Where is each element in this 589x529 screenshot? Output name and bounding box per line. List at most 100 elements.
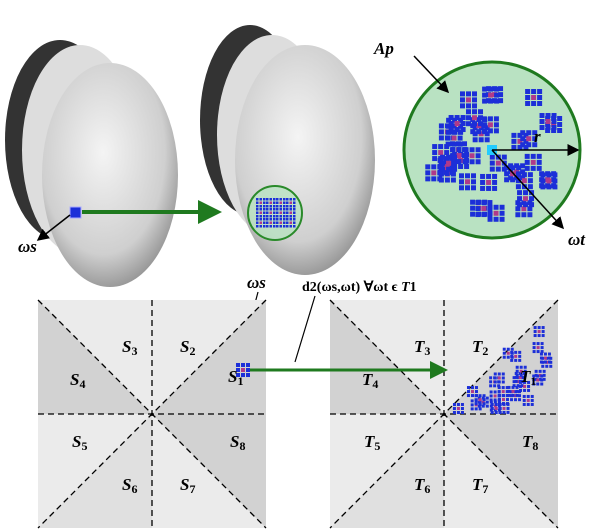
patch-cell [289, 211, 292, 214]
patch-cell [269, 208, 272, 211]
patch-cell [456, 147, 462, 153]
patch-cell [241, 363, 245, 367]
patch-cell [540, 342, 544, 346]
patch-cell [480, 179, 486, 185]
patch-cell [536, 346, 540, 350]
patch-cell [488, 92, 494, 98]
patch-cell [532, 142, 538, 148]
patch-cell [493, 390, 497, 394]
patch-cell [431, 164, 437, 170]
patch-cell [486, 185, 492, 191]
patch-cell [517, 132, 523, 138]
patch-cell [286, 211, 289, 214]
patch-cell [450, 171, 456, 177]
patch-cell [465, 179, 471, 185]
patch-cell [463, 153, 469, 159]
patch-cell [557, 121, 563, 127]
patch-cell [531, 101, 537, 107]
patch-cell [481, 122, 487, 128]
sector-letter: S [228, 367, 237, 386]
patch-cell [463, 147, 469, 153]
patch-cell [489, 390, 493, 394]
patch-cell [472, 109, 478, 115]
patch-cell [283, 201, 286, 204]
patch-cell [440, 154, 446, 160]
patch-cell [478, 115, 484, 121]
patch-cell [497, 400, 501, 404]
patch-cell [458, 163, 464, 169]
arrow [413, 55, 450, 94]
patch-cell [527, 178, 533, 184]
patch-cell [530, 159, 536, 165]
label: r [534, 127, 541, 146]
patch-cell [495, 166, 501, 172]
patch-cell [502, 355, 506, 359]
patch-cell [517, 190, 523, 196]
patch-cell [532, 130, 538, 136]
patch-cell [540, 346, 544, 350]
patch-cell [469, 153, 475, 159]
sector-label: S6 [122, 475, 137, 496]
patch-cell [520, 142, 526, 148]
patch-cell [293, 205, 296, 208]
patch-cell [545, 121, 551, 127]
patch-cell [236, 368, 240, 372]
patch-cell [519, 369, 523, 373]
patch-cell [460, 115, 466, 121]
patch-cell [470, 390, 474, 394]
patch-cell [466, 97, 472, 103]
patch-cell [276, 201, 279, 204]
patch-cell [525, 101, 531, 107]
patch-cell [545, 119, 551, 125]
patch-cell [452, 410, 456, 414]
patch-cell [279, 211, 282, 214]
patch-cell [246, 373, 250, 377]
sector-label: T5 [364, 432, 380, 453]
patch-cell [276, 218, 279, 221]
patch-cell [497, 404, 501, 408]
sector-letter: S [122, 337, 131, 356]
patch-cell [542, 369, 546, 373]
patch-cell [547, 352, 551, 356]
patch-cell [523, 384, 527, 388]
patch-cell [451, 135, 457, 141]
patch-cell [524, 165, 530, 171]
arrow [36, 214, 71, 241]
patch-cell [526, 398, 530, 402]
patch-cell [514, 350, 518, 354]
patch-cell [539, 119, 545, 125]
patch-cell [523, 132, 529, 138]
patch-cell [259, 198, 262, 201]
patch-cell [477, 404, 481, 408]
sector-index: 5 [81, 439, 87, 453]
patch-cell [551, 125, 557, 131]
patch-cell [520, 169, 526, 175]
patch-cell [269, 205, 272, 208]
patch-cell [236, 373, 240, 377]
patch-cell [256, 218, 259, 221]
patch-cell [518, 375, 522, 379]
patch-cell [526, 394, 530, 398]
patch-cell [459, 185, 465, 191]
patch-cell [460, 121, 466, 127]
patch-cell [437, 176, 443, 182]
patch-cell [502, 347, 506, 351]
patch-cell [276, 208, 279, 211]
patch-cell [450, 177, 456, 183]
patch-cell [460, 410, 464, 414]
patch-cell [475, 153, 481, 159]
patch-cell [512, 376, 516, 380]
patch-cell [536, 342, 540, 346]
patch-cell [289, 205, 292, 208]
patch-cell [549, 364, 553, 368]
patch-cell [460, 91, 466, 97]
patch-cell [506, 355, 510, 359]
patch-cell [511, 138, 517, 144]
patch-cell [472, 121, 478, 127]
patch-cell [539, 113, 545, 119]
patch-cell [487, 122, 493, 128]
patch-cell [279, 221, 282, 224]
patch-cell [286, 208, 289, 211]
patch-cell [515, 385, 519, 389]
patch-cell [459, 173, 465, 179]
